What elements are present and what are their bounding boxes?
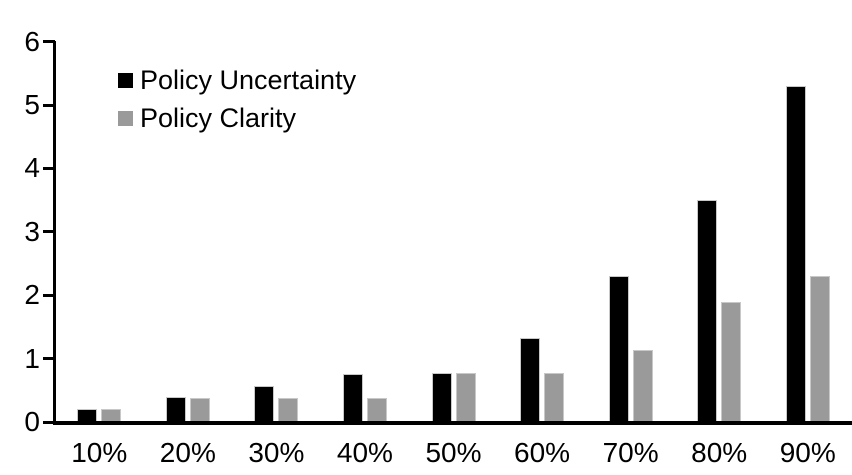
y-tick-4 [43,166,55,170]
x-axis-line [53,421,852,425]
bar-policy-clarity-20 [189,397,210,422]
bar-policy-clarity-80 [721,301,742,422]
bar-policy-clarity-60 [544,373,565,422]
x-tick-label-40: 40% [336,437,393,468]
legend-swatch-icon-policy-clarity [118,110,133,126]
bar-policy-uncertainty-20 [165,396,186,422]
x-tick-label-10: 10% [71,437,128,468]
y-tick-3 [43,230,55,234]
bar-policy-clarity-10 [101,409,122,422]
y-tick-label-0: 0 [24,406,40,437]
legend-label-policy-clarity: Policy Clarity [140,103,297,133]
bar-policy-uncertainty-50 [431,372,452,422]
x-tick-label-30: 30% [248,437,305,468]
y-tick-label-1: 1 [24,342,40,374]
y-tick-0 [43,420,55,424]
bar-policy-uncertainty-70 [608,276,629,422]
legend: Policy Uncertainty Policy Clarity [118,64,356,140]
x-tick-label-60: 60% [514,437,571,468]
bar-policy-clarity-70 [632,350,653,422]
y-tick-label-4: 4 [24,152,40,184]
bar-policy-uncertainty-60 [520,337,541,422]
bar-policy-clarity-90 [809,276,830,422]
y-tick-6 [43,40,55,44]
y-tick-1 [43,357,55,361]
bar-policy-clarity-50 [455,373,476,422]
x-tick-label-90: 90% [779,437,836,468]
bar-policy-clarity-40 [366,397,387,422]
y-tick-label-2: 2 [24,279,40,311]
legend-swatch-icon-policy-uncertainty [118,72,133,88]
legend-item-policy-uncertainty: Policy Uncertainty [118,64,356,96]
bar-policy-uncertainty-10 [77,409,98,422]
bar-policy-uncertainty-80 [697,200,718,422]
x-tick-label-80: 80% [691,437,748,468]
y-tick-label-5: 5 [24,89,40,120]
y-tick-label-6: 6 [24,25,40,57]
x-tick-label-50: 50% [425,437,482,468]
x-tick-label-20: 20% [159,437,216,468]
x-tick-label-70: 70% [602,437,659,468]
bar-policy-uncertainty-40 [342,373,363,422]
bar-policy-clarity-30 [278,397,299,422]
y-tick-label-3: 3 [24,215,40,247]
legend-item-policy-clarity: Policy Clarity [118,102,356,134]
y-tick-5 [43,103,55,107]
bar-policy-uncertainty-30 [254,385,275,422]
bar-policy-uncertainty-90 [785,85,806,422]
legend-label-policy-uncertainty: Policy Uncertainty [140,65,357,95]
y-axis-line [53,41,56,424]
y-tick-2 [43,293,55,297]
